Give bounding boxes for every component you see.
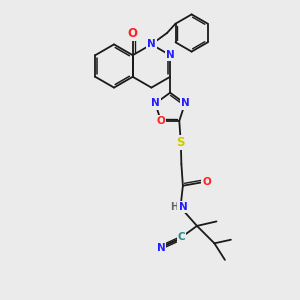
Text: S: S [176, 136, 185, 149]
Text: N: N [181, 98, 189, 109]
Text: O: O [202, 177, 211, 187]
Text: N: N [147, 39, 156, 50]
Text: C: C [178, 232, 185, 242]
Text: O: O [157, 116, 165, 126]
Text: H: H [170, 202, 178, 212]
Text: N: N [178, 202, 187, 212]
Text: N: N [157, 242, 165, 253]
Text: O: O [128, 27, 138, 40]
Text: N: N [151, 98, 160, 109]
Text: N: N [166, 50, 175, 60]
